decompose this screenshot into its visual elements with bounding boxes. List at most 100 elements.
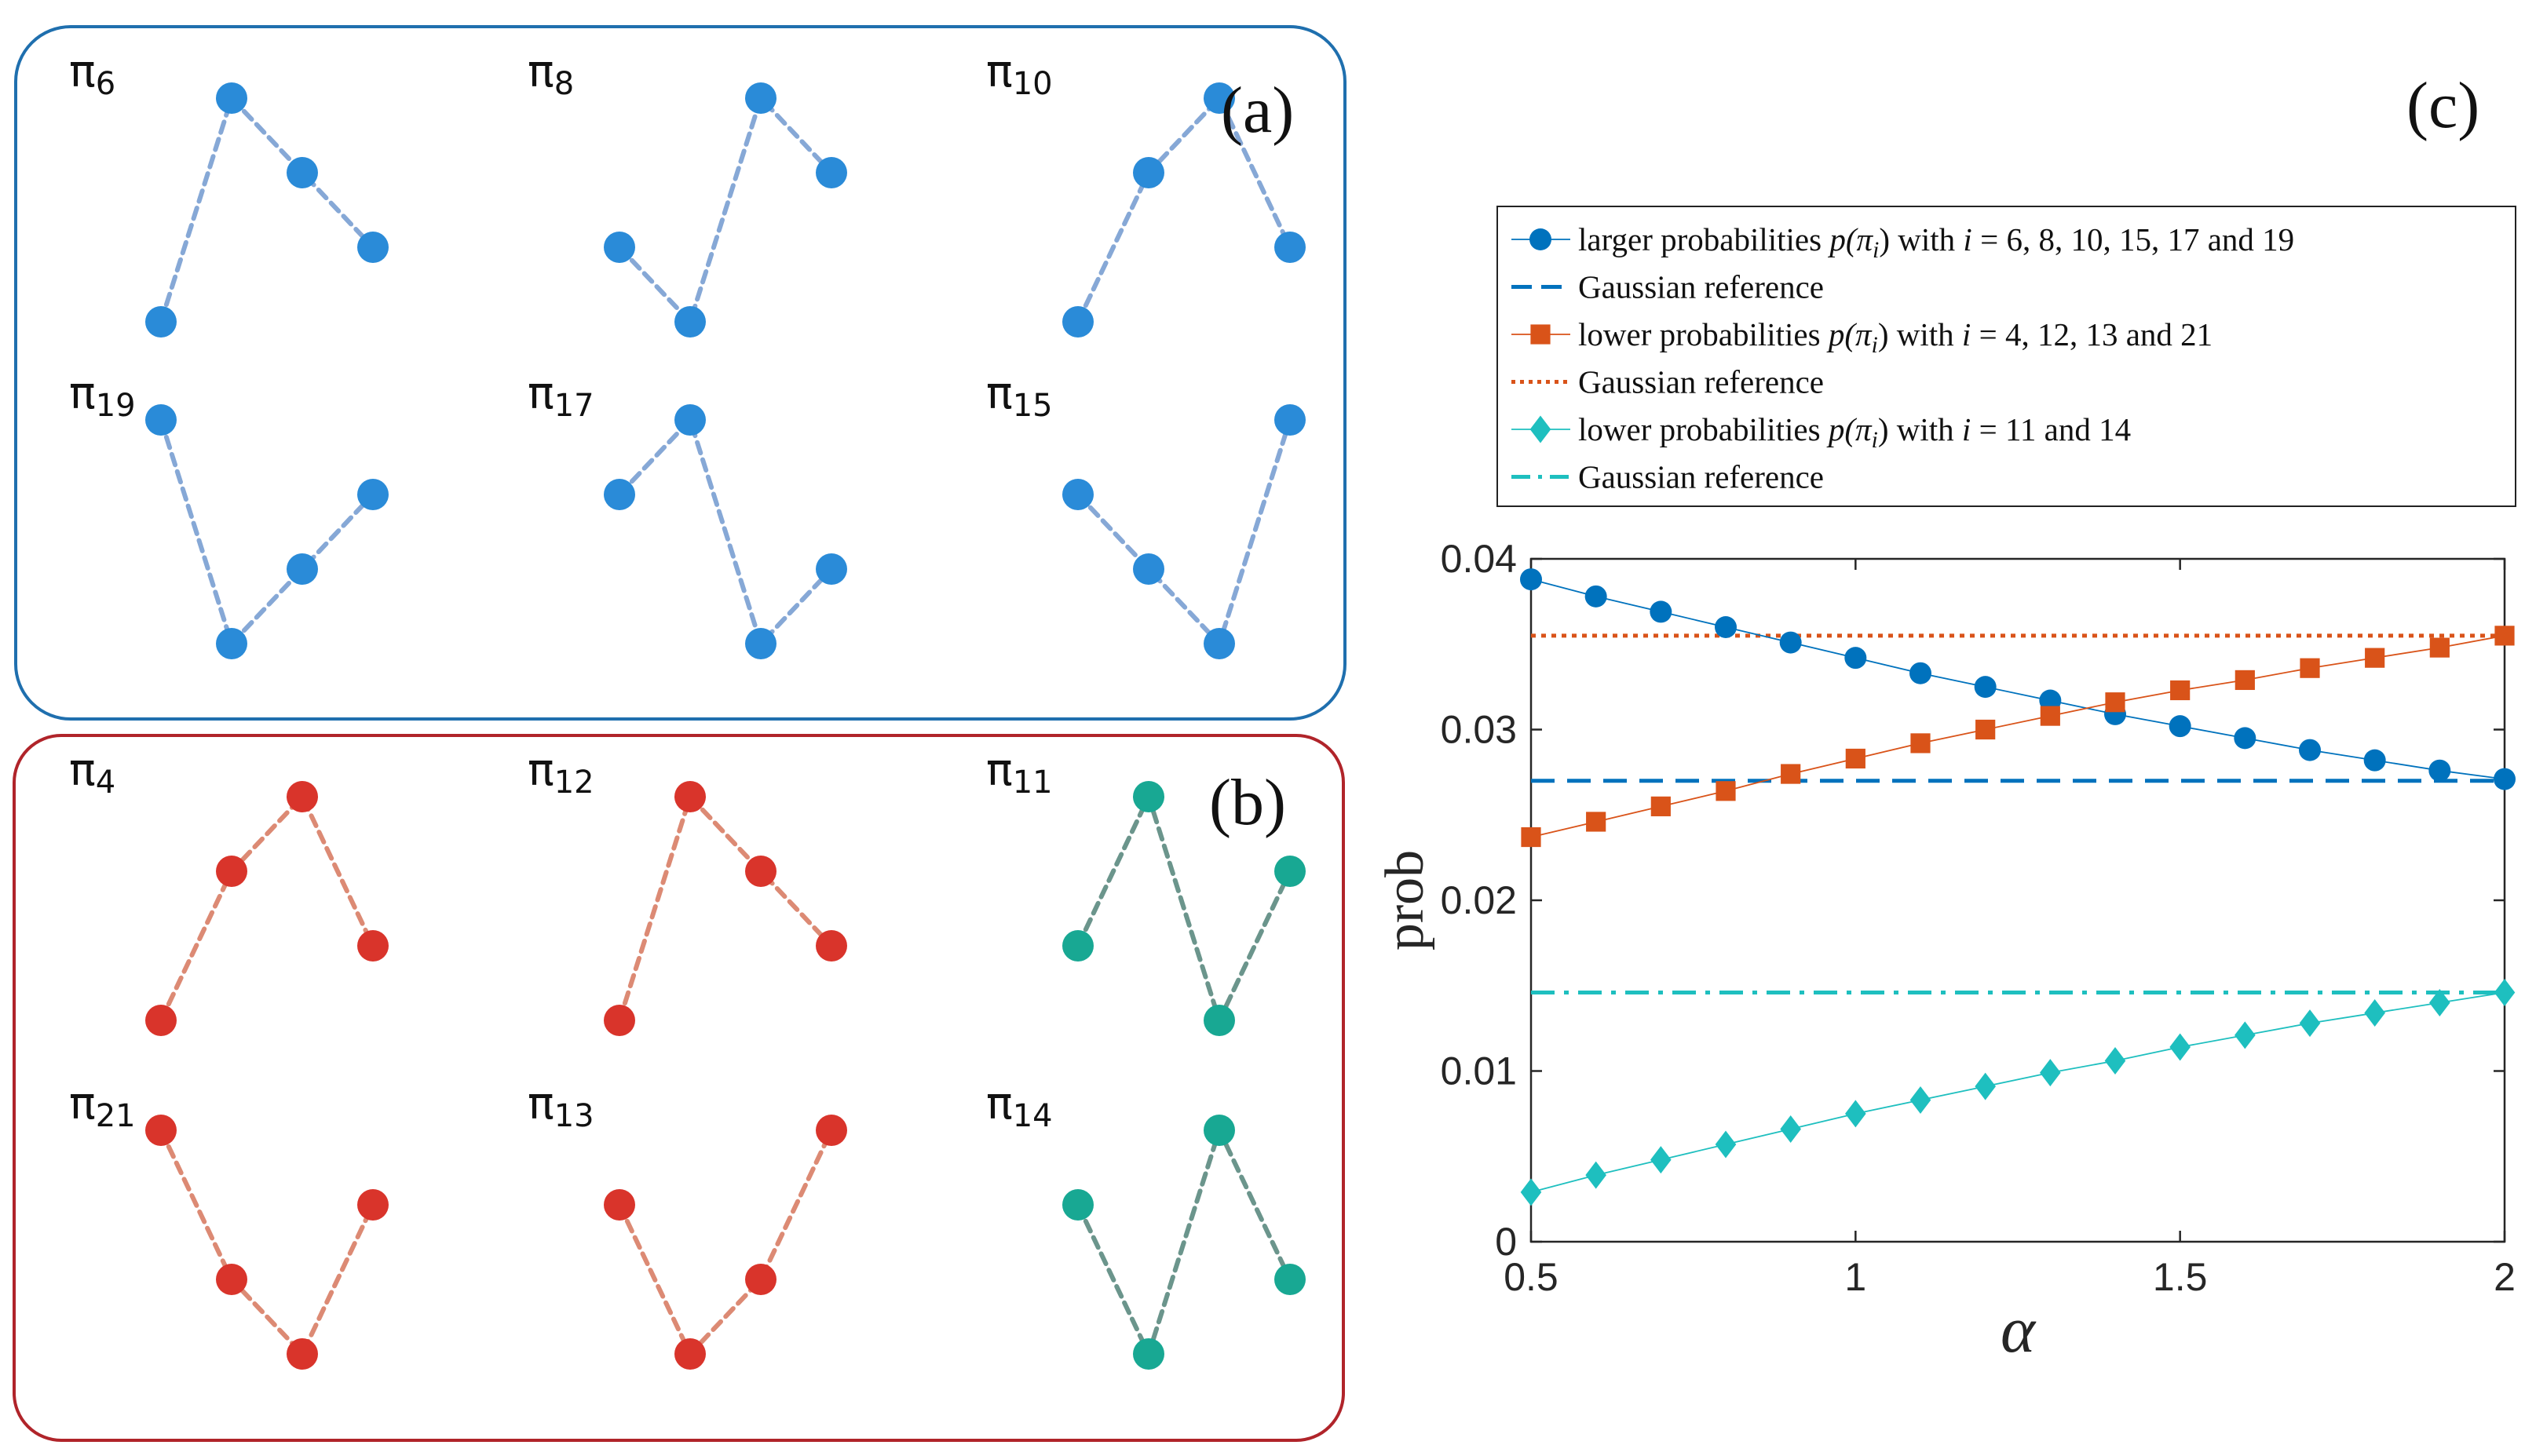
data-point: [1779, 631, 1802, 654]
series-line: [1530, 991, 2505, 1193]
data-point: [1650, 796, 1671, 816]
pattern-connector: [1076, 1123, 1292, 1361]
data-point: [2234, 727, 2256, 750]
pattern-node: [1062, 930, 1094, 962]
pattern-subscript: 12: [554, 764, 594, 801]
legend-math-end: ): [1879, 221, 1890, 257]
pattern-node: [145, 404, 177, 436]
pattern-connector: [159, 792, 375, 1023]
pattern-label: π12: [528, 745, 594, 801]
data-point: [2299, 1009, 2321, 1038]
pattern-label: π4: [69, 745, 115, 801]
pattern-connector: [159, 1128, 375, 1359]
data-point: [2494, 626, 2515, 646]
pattern-connector: [617, 93, 834, 327]
data-point: [2169, 715, 2191, 738]
series-line: [1530, 578, 2505, 780]
pattern-node: [1204, 1005, 1235, 1036]
series-line: [1530, 634, 2505, 838]
data-point: [2105, 692, 2125, 713]
data-point: [1650, 600, 1672, 623]
data-point: [1715, 1130, 1737, 1159]
x-tick-label: 1: [1844, 1255, 1866, 1299]
pattern-subscript: 4: [96, 764, 115, 801]
pattern-node: [357, 1189, 389, 1221]
data-point: [1845, 1100, 1866, 1128]
pattern-node: [1133, 553, 1164, 585]
legend-text: = 6, 8, 10, 15, 17 and 19: [1972, 221, 2294, 257]
data-point: [2365, 648, 2385, 668]
pattern-connector: [159, 418, 375, 648]
pattern-label: π10: [986, 46, 1053, 102]
pattern-name: π: [69, 46, 96, 97]
data-point: [1586, 812, 1606, 832]
pattern-node: [216, 856, 247, 887]
x-axis-label: α: [2001, 1294, 2037, 1367]
legend-text: = 4, 12, 13 and 21: [1971, 316, 2213, 352]
panel-a-label: (a): [1221, 74, 1294, 147]
data-point: [2300, 658, 2320, 678]
data-point: [2104, 1046, 2126, 1075]
pattern-label: π13: [528, 1078, 594, 1134]
pattern-subscript: 8: [554, 66, 574, 102]
pattern-node: [287, 1338, 318, 1370]
pattern-node: [604, 1005, 635, 1036]
data-point: [2494, 768, 2516, 790]
legend-text: Gaussian reference: [1578, 459, 1824, 495]
pattern-node: [745, 856, 777, 887]
y-tick-label: 0.04: [1441, 537, 1517, 581]
pattern-label: π11: [986, 745, 1053, 801]
pattern-node: [1274, 232, 1306, 263]
data-point: [2494, 978, 2516, 1006]
data-point: [1974, 676, 1997, 699]
pattern-node: [1133, 1338, 1164, 1370]
panel-c-label: (c): [2406, 69, 2479, 142]
y-tick-label: 0.03: [1441, 708, 1517, 752]
data-point: [2364, 999, 2385, 1027]
legend-math: p(π: [1827, 221, 1873, 257]
data-point: [2299, 739, 2321, 761]
pattern-subscript: 21: [96, 1098, 136, 1134]
data-point: [1520, 1178, 1542, 1206]
panel-b-frame: [13, 734, 1345, 1442]
legend-label: Gaussian reference: [1578, 459, 1824, 495]
panel-b-label: (b): [1209, 766, 1286, 839]
pattern-subscript: 10: [1013, 66, 1053, 102]
pattern-name: π: [69, 745, 96, 796]
pattern-node: [287, 553, 318, 585]
data-point: [1521, 827, 1541, 848]
legend-math: p(π: [1826, 411, 1873, 447]
pattern-connector: [617, 415, 834, 648]
data-point: [2234, 1021, 2256, 1049]
plot-area: [1529, 557, 2506, 1243]
pattern-node: [745, 628, 777, 659]
pattern-name: π: [528, 1078, 554, 1129]
data-point: [2169, 1033, 2191, 1061]
y-tick-label: 0.01: [1441, 1049, 1517, 1093]
x-tick-label: 2: [2494, 1255, 2516, 1299]
pattern-label: π6: [69, 46, 115, 102]
pattern-node: [357, 232, 389, 263]
pattern-node: [145, 306, 177, 338]
data-point: [1520, 568, 1542, 591]
legend-math-end: ): [1878, 411, 1889, 447]
legend-math-sub: i: [1872, 427, 1878, 453]
pattern-subscript: 6: [96, 66, 115, 102]
data-point: [1585, 1161, 1606, 1189]
data-point: [1975, 1072, 1996, 1100]
legend-label: Gaussian reference: [1578, 364, 1824, 400]
data-point: [1910, 733, 1931, 754]
data-point: [2429, 637, 2450, 658]
pattern-node: [357, 479, 389, 510]
data-point: [1909, 662, 1931, 684]
data-point: [2234, 670, 2255, 691]
legend-math: p(π: [1826, 316, 1873, 352]
legend-math-sub: i: [1872, 332, 1878, 358]
pattern-node: [145, 1115, 177, 1146]
pattern-label: π14: [986, 1078, 1053, 1134]
pattern-node: [1274, 404, 1306, 436]
data-point: [2363, 749, 2386, 772]
pattern-subscript: 17: [554, 388, 594, 424]
data-point: [2170, 680, 2191, 701]
